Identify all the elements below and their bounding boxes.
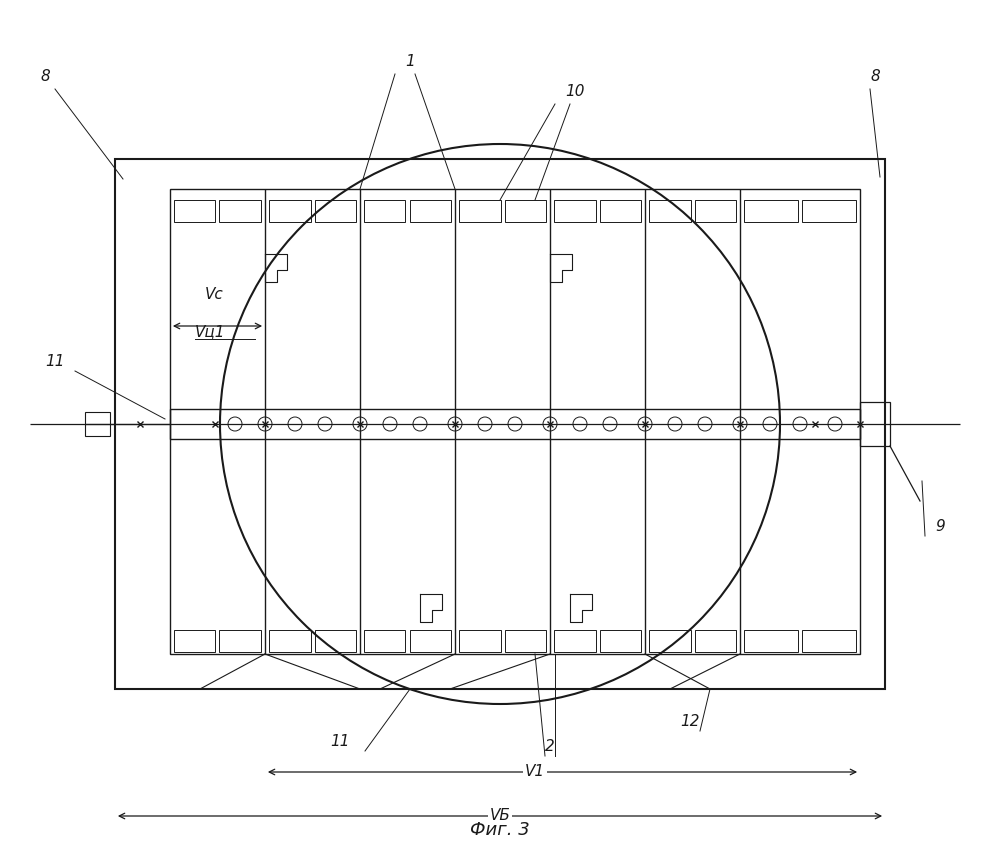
Bar [219,200,261,222]
Bar [459,630,501,652]
Bar [600,200,641,222]
Bar [410,630,451,652]
Text: Фиг. 3: Фиг. 3 [470,821,530,839]
Bar [600,630,641,652]
Bar [314,630,356,652]
Bar [554,630,596,652]
Bar [505,200,546,222]
Bar [364,630,406,652]
Text: 8: 8 [870,69,880,84]
Bar [505,630,546,652]
Bar [174,630,215,652]
Bar [170,189,860,654]
Bar [85,412,110,436]
Bar [410,200,451,222]
Text: 11: 11 [330,734,350,749]
Bar [860,402,890,446]
Text: 9: 9 [935,519,945,534]
Bar [115,159,885,689]
Text: 1: 1 [405,54,415,69]
Text: 11: 11 [45,354,65,369]
Bar [459,200,501,222]
Bar [744,200,798,222]
Text: 2: 2 [545,739,555,754]
Bar [219,630,261,652]
Bar [649,200,690,222]
Bar [170,409,860,439]
Bar [649,630,690,652]
Bar [802,200,856,222]
Bar [364,200,406,222]
Bar [269,630,310,652]
Text: 12: 12 [680,714,700,729]
Text: Vц1: Vц1 [195,324,226,339]
Bar [314,200,356,222]
Text: Vc: Vc [205,287,224,302]
Text: VБ: VБ [490,809,510,824]
Bar [694,200,736,222]
Bar [554,200,596,222]
Text: 10: 10 [565,84,585,99]
Text: V1: V1 [525,765,545,780]
Text: 8: 8 [40,69,50,84]
Bar [694,630,736,652]
Bar [802,630,856,652]
Bar [174,200,215,222]
Bar [269,200,310,222]
Bar [744,630,798,652]
